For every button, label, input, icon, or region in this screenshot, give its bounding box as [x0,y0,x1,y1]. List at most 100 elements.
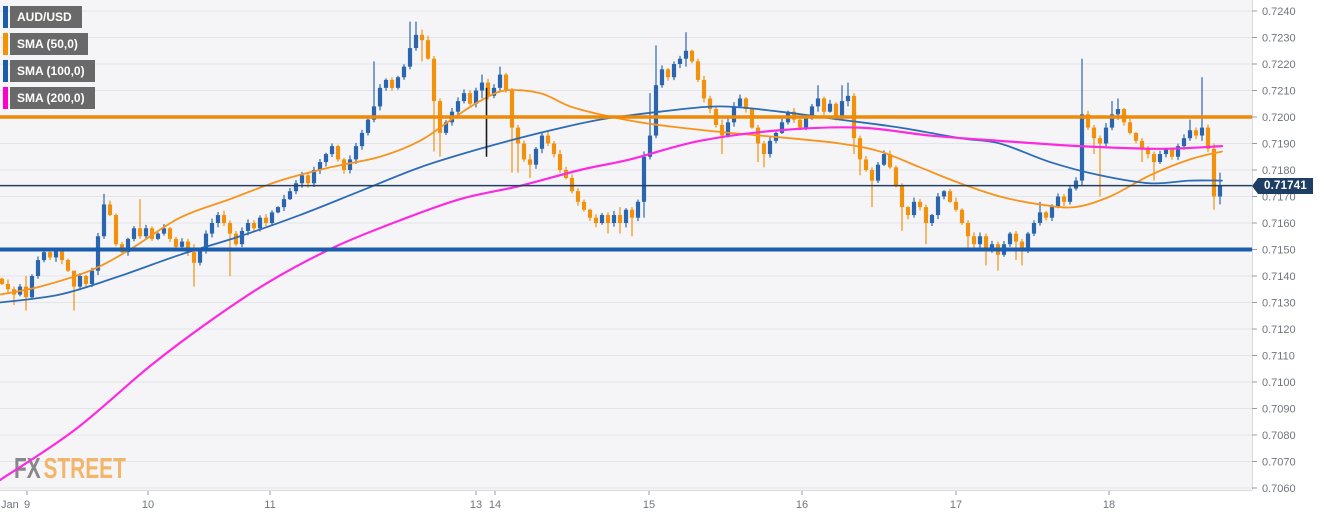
y-axis-label: 0.7160 [1262,218,1296,230]
candle [395,77,401,88]
candle [299,175,305,184]
candle [1109,114,1115,128]
candle [797,119,803,128]
candle [1181,138,1187,147]
candle [593,217,599,223]
candle [1097,138,1103,144]
candle [89,270,95,284]
legend-item-symbol[interactable]: AUD/USD [3,6,95,28]
candle [845,95,851,102]
candle [707,98,713,110]
candle [1175,146,1181,157]
y-axis-label: 0.7220 [1262,59,1296,71]
sma-line-50 [0,89,1223,296]
candle [1055,196,1061,208]
y-axis-label: 0.7210 [1262,86,1296,98]
candle [1049,207,1055,218]
candle [203,233,209,250]
x-axis-label: 15 [643,499,655,511]
candle [737,98,743,107]
legend-item-sma200[interactable]: SMA (200,0) [3,87,95,109]
candle [35,260,41,276]
watermark: FX STREET [14,453,126,485]
x-axis-label: 9 [24,499,30,511]
candle [1157,154,1163,163]
candle [641,156,647,202]
legend-item-sma50[interactable]: SMA (50,0) [3,33,95,55]
candle [401,66,407,78]
sma100-color-chip [3,60,8,82]
last-price-badge: 0.71741 [1252,178,1313,194]
candle [1103,127,1109,144]
series-layer [0,21,1252,482]
candle [965,223,971,237]
candle [677,58,683,64]
candle [557,154,563,170]
y-axis-label: 0.7070 [1262,457,1296,469]
candle [701,79,707,99]
sma50-label: SMA (50,0) [10,33,88,55]
candle [1193,130,1199,136]
watermark-street: STREET [44,453,127,485]
sma-line-200 [0,126,1224,482]
y-axis-label: 0.7100 [1262,377,1296,389]
legend-item-sma100[interactable]: SMA (100,0) [3,60,95,82]
candle [239,230,245,245]
candle [629,209,635,218]
candle [275,207,281,213]
candle [263,217,269,223]
x-axis-label: Jan [1,499,19,511]
candle [1091,127,1097,139]
candle [491,87,497,96]
y-axis-label: 0.7120 [1262,324,1296,336]
candle [863,159,869,170]
candle [875,164,881,181]
candle [287,191,293,200]
candle [413,34,419,49]
candle [389,79,395,88]
candle [839,101,845,117]
candle [521,143,527,160]
candle [905,207,911,216]
y-axis-label: 0.7060 [1262,483,1296,495]
candle [461,93,467,102]
x-axis-label: 16 [796,499,808,511]
x-axis-label: 11 [264,499,275,511]
candle [911,201,917,216]
y-axis-panel[interactable] [1252,0,1326,525]
candle [155,233,161,239]
candle [887,154,893,168]
x-axis-panel[interactable] [0,490,1252,525]
candle [131,228,137,239]
candle [527,159,533,165]
candle [281,199,287,208]
candle [605,215,611,223]
candle [1025,233,1031,250]
candle [41,252,47,261]
candle [989,244,995,250]
candle [149,228,155,239]
candle [971,236,977,245]
candle [929,215,935,223]
candle [23,286,29,298]
candle [893,167,899,186]
candle [689,50,695,62]
candle [815,98,821,107]
candle [683,50,689,59]
candle [293,183,299,192]
candle [941,191,947,197]
candle [743,98,749,110]
candle [1199,127,1205,136]
candle [467,93,473,104]
candle [137,228,143,237]
candle [1217,185,1223,197]
candle [659,69,665,86]
candle [305,175,311,184]
candle [1169,148,1175,157]
candle [335,146,341,160]
candle [383,79,389,88]
candle [725,122,731,136]
candle [233,233,239,245]
y-axis-label: 0.7230 [1262,33,1296,45]
